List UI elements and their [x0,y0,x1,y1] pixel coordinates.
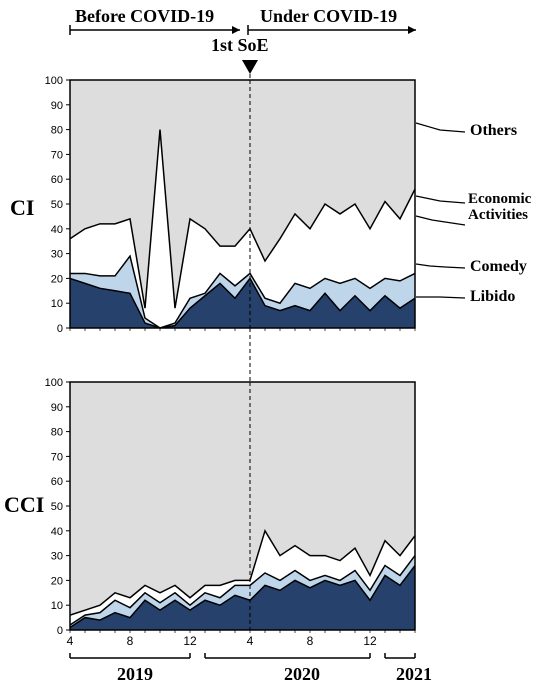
ytick-bottom-10: 10 [51,600,63,612]
ytick-top-80: 80 [51,125,63,137]
legend-line-libido [416,297,465,298]
xtick-2: 12 [183,634,197,648]
ytick-bottom-40: 40 [51,526,63,538]
ylabel-cci: CCI [4,492,44,518]
xaxis-year-2020: 2020 [284,664,320,685]
legend-comedy: Comedy [470,258,527,276]
legend-economic: Economic Activities [468,192,531,224]
legend-line-economic2 [416,216,465,225]
legend-others: Others [470,122,517,140]
timeline-before-label: Before COVID-19 [75,6,214,27]
ytick-top-70: 70 [51,149,63,161]
ytick-top-60: 60 [51,174,63,186]
ytick-bottom-70: 70 [51,451,63,463]
xtick-3: 4 [247,634,254,648]
xtick-0: 4 [67,634,74,648]
soe-label: 1st SoE [211,35,269,56]
legend-libido: Libido [470,288,515,306]
ytick-bottom-100: 100 [45,377,63,389]
ytick-bottom-30: 30 [51,551,63,563]
ytick-top-30: 30 [51,249,63,261]
ylabel-ci: CI [10,195,34,221]
ytick-top-10: 10 [51,298,63,310]
xaxis-year-2021: 2021 [396,664,432,685]
xaxis-year-2019: 2019 [117,664,153,685]
xtick-5: 12 [363,634,377,648]
ytick-top-50: 50 [51,199,63,211]
ytick-bottom-80: 80 [51,427,63,439]
xtick-1: 8 [127,634,134,648]
ytick-bottom-60: 60 [51,476,63,488]
ytick-bottom-50: 50 [51,501,63,513]
legend-line-economic [416,196,465,203]
legend-line-comedy [416,264,465,268]
ytick-bottom-0: 0 [57,625,63,637]
ytick-top-0: 0 [57,323,63,335]
ytick-top-100: 100 [45,75,63,87]
ytick-top-20: 20 [51,273,63,285]
xtick-4: 8 [307,634,314,648]
soe-marker-icon [242,60,258,74]
timeline-under-label: Under COVID-19 [260,6,397,27]
legend-line-others [416,123,465,132]
ytick-top-40: 40 [51,224,63,236]
ytick-top-90: 90 [51,100,63,112]
ytick-bottom-90: 90 [51,402,63,414]
ytick-bottom-20: 20 [51,575,63,587]
